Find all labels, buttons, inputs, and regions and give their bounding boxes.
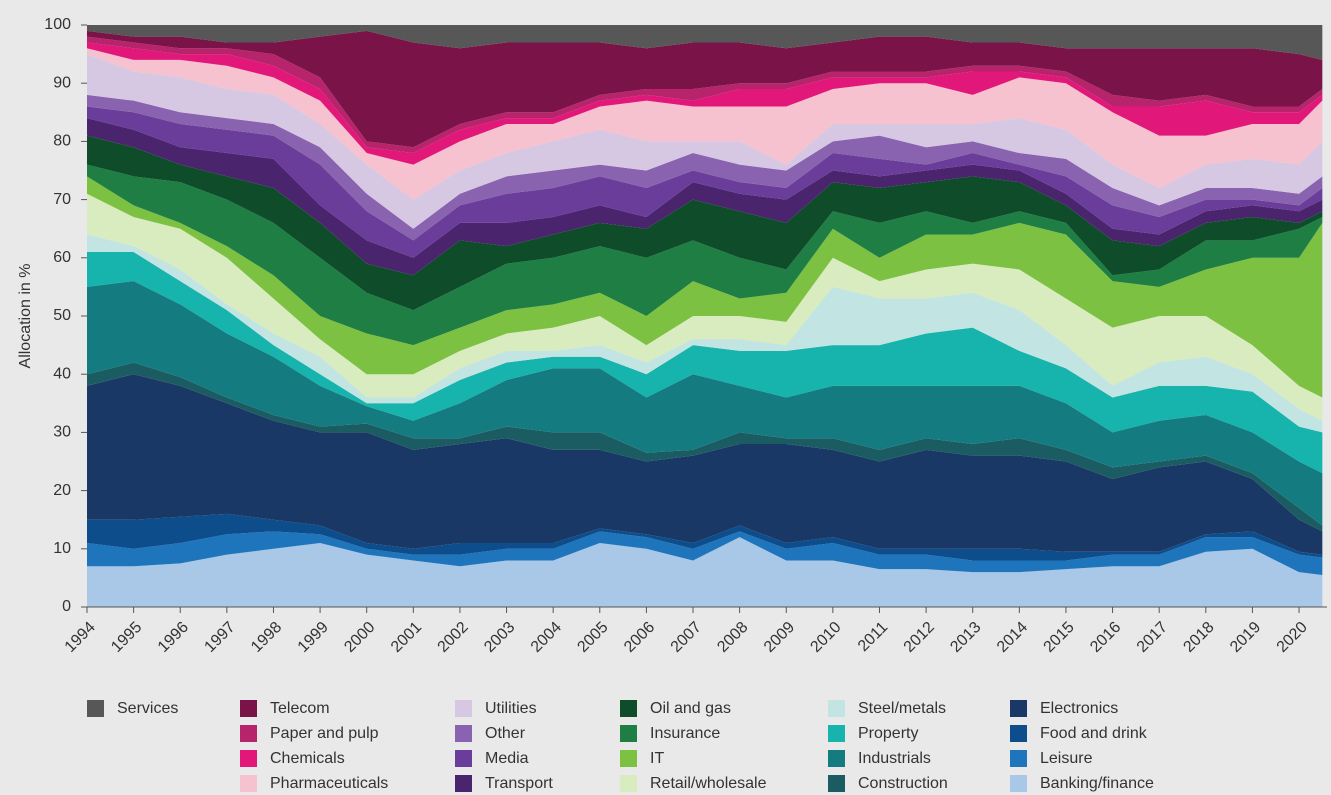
legend-swatch — [240, 750, 257, 767]
y-tick-label: 40 — [53, 365, 71, 382]
area — [87, 135, 1323, 311]
x-tick-label: 2004 — [528, 619, 565, 656]
y-tick-label: 30 — [53, 424, 71, 441]
legend-swatch — [455, 700, 472, 717]
y-tick-label: 90 — [53, 74, 71, 91]
legend-swatch — [828, 750, 845, 767]
y-tick-label: 10 — [53, 540, 71, 557]
x-tick-label: 2008 — [714, 619, 751, 656]
x-tick-label: 1997 — [201, 619, 238, 656]
legend-label: IT — [650, 750, 664, 767]
legend-swatch — [828, 775, 845, 792]
legend-label: Transport — [485, 775, 553, 792]
y-tick-label: 100 — [44, 16, 71, 33]
x-tick-label: 2013 — [947, 619, 984, 656]
x-tick-label: 2007 — [668, 619, 705, 656]
legend-label: Construction — [858, 775, 948, 792]
legend-label: Paper and pulp — [270, 725, 379, 742]
legend-swatch — [828, 725, 845, 742]
legend-swatch — [240, 725, 257, 742]
area — [87, 176, 1323, 398]
legend-label: Media — [485, 750, 529, 767]
legend-label: Property — [858, 725, 918, 742]
y-tick-label: 50 — [53, 307, 71, 324]
y-axis-label: Allocation in % — [17, 264, 34, 369]
legend-swatch — [1010, 775, 1027, 792]
legend-label: Electronics — [1040, 700, 1118, 717]
x-tick-label: 2020 — [1274, 619, 1311, 656]
legend-swatch — [828, 700, 845, 717]
x-tick-label: 1995 — [108, 619, 145, 656]
legend-label: Oil and gas — [650, 700, 731, 717]
legend-label: Telecom — [270, 700, 330, 717]
legend-label: Insurance — [650, 725, 720, 742]
legend-label: Food and drink — [1040, 725, 1148, 742]
area — [87, 374, 1323, 555]
x-tick-label: 1998 — [248, 619, 285, 656]
area — [87, 42, 1323, 165]
x-tick-label: 1996 — [155, 619, 192, 656]
area — [87, 48, 1323, 200]
x-tick-label: 1994 — [62, 619, 99, 656]
area — [87, 537, 1323, 607]
area — [87, 362, 1323, 532]
legend-label: Chemicals — [270, 750, 345, 767]
x-tick-label: 2000 — [341, 619, 378, 656]
legend-label: Banking/finance — [1040, 775, 1154, 792]
legend-swatch — [455, 750, 472, 767]
legend-swatch — [1010, 725, 1027, 742]
area — [87, 106, 1323, 258]
legend-label: Retail/wholesale — [650, 775, 767, 792]
legend-swatch — [1010, 700, 1027, 717]
area — [87, 25, 1323, 60]
area — [87, 30, 1323, 148]
area — [87, 193, 1323, 421]
x-tick-label: 2003 — [481, 619, 518, 656]
legend-label: Industrials — [858, 750, 931, 767]
x-tick-label: 2018 — [1180, 619, 1217, 656]
x-tick-label: 2019 — [1227, 619, 1264, 656]
legend-swatch — [240, 700, 257, 717]
legend-swatch — [620, 750, 637, 767]
area — [87, 94, 1323, 241]
x-tick-label: 2011 — [855, 619, 891, 655]
legend-swatch — [1010, 750, 1027, 767]
legend-label: Pharmaceuticals — [270, 775, 388, 792]
x-tick-label: 2016 — [1087, 619, 1124, 656]
x-tick-label: 2012 — [901, 619, 938, 656]
x-tick-label: 2009 — [761, 619, 798, 656]
legend-swatch — [455, 775, 472, 792]
area — [87, 251, 1323, 474]
x-tick-label: 2017 — [1134, 619, 1171, 656]
x-tick-label: 2005 — [574, 619, 611, 656]
x-tick-label: 2015 — [1041, 619, 1078, 656]
legend-label: Utilities — [485, 700, 537, 717]
y-tick-label: 60 — [53, 249, 71, 266]
legend-label: Steel/metals — [858, 700, 946, 717]
legend-swatch — [620, 700, 637, 717]
x-tick-label: 2001 — [388, 619, 425, 656]
y-tick-label: 80 — [53, 133, 71, 150]
y-tick-label: 70 — [53, 191, 71, 208]
area — [87, 531, 1323, 575]
legend-swatch — [620, 775, 637, 792]
x-tick-label: 2010 — [807, 619, 844, 656]
x-tick-label: 2006 — [621, 619, 658, 656]
area — [87, 164, 1323, 346]
y-tick-label: 20 — [53, 482, 71, 499]
x-tick-label: 2014 — [994, 619, 1031, 656]
area — [87, 118, 1323, 276]
legend-swatch — [87, 700, 104, 717]
area — [87, 281, 1323, 526]
legend-swatch — [240, 775, 257, 792]
legend-label: Leisure — [1040, 750, 1093, 767]
y-tick-label: 0 — [62, 598, 71, 615]
legend-swatch — [455, 725, 472, 742]
x-tick-label: 2002 — [435, 619, 472, 656]
legend-label: Services — [117, 700, 178, 717]
x-tick-label: 1999 — [295, 619, 332, 656]
legend-swatch — [620, 725, 637, 742]
legend-label: Other — [485, 725, 526, 742]
